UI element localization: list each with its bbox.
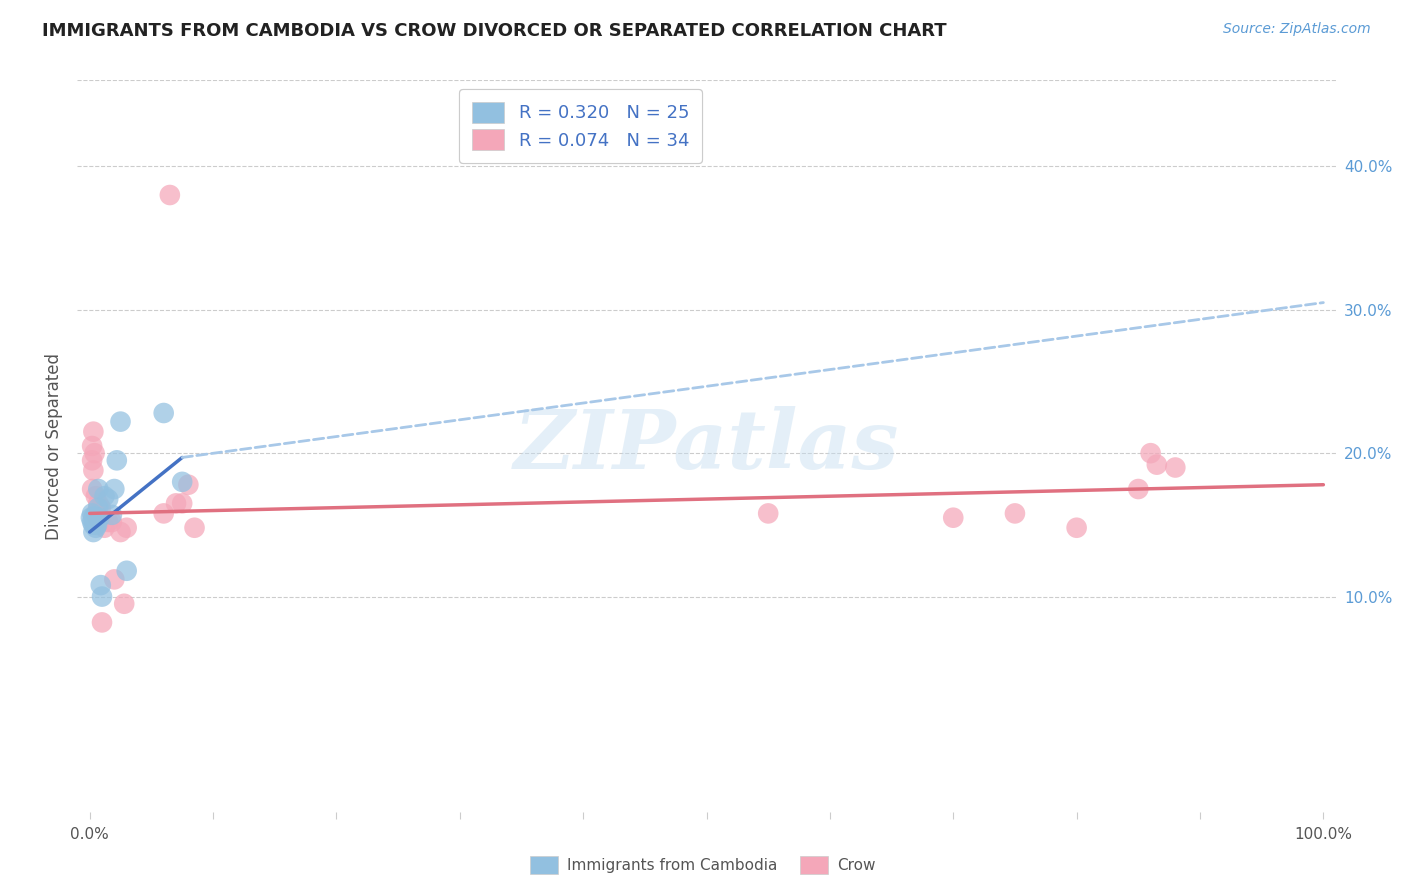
Point	[1004, 507, 1026, 521]
Text: IMMIGRANTS FROM CAMBODIA VS CROW DIVORCED OR SEPARATED CORRELATION CHART: IMMIGRANTS FROM CAMBODIA VS CROW DIVORCE…	[42, 22, 946, 40]
Point	[101, 508, 124, 522]
Text: ZIPatlas: ZIPatlas	[513, 406, 900, 486]
Point	[84, 521, 107, 535]
Y-axis label: Divorced or Separated: Divorced or Separated	[45, 352, 63, 540]
Point	[105, 453, 128, 467]
Point	[87, 496, 110, 510]
Point	[756, 507, 779, 521]
Point	[89, 515, 111, 529]
Point	[90, 500, 112, 515]
Point	[152, 406, 174, 420]
Point	[93, 489, 115, 503]
Point	[112, 597, 135, 611]
Point	[97, 491, 120, 506]
Point	[115, 564, 138, 578]
Point	[82, 517, 104, 532]
Point	[172, 475, 194, 489]
Point	[103, 573, 125, 587]
Point	[90, 578, 112, 592]
Point	[82, 515, 104, 529]
Point	[82, 524, 104, 539]
Point	[91, 590, 114, 604]
Legend: R = 0.320   N = 25, R = 0.074   N = 34: R = 0.320 N = 25, R = 0.074 N = 34	[460, 89, 702, 162]
Point	[159, 188, 181, 202]
Point	[83, 509, 105, 524]
Point	[110, 415, 132, 429]
Point	[87, 500, 110, 515]
Point	[1146, 458, 1168, 472]
Point	[86, 510, 108, 524]
Point	[89, 510, 111, 524]
Point	[84, 507, 107, 521]
Point	[87, 482, 110, 496]
Point	[82, 453, 104, 467]
Point	[86, 517, 108, 532]
Point	[115, 521, 138, 535]
Point	[80, 510, 103, 524]
Point	[165, 496, 187, 510]
Point	[84, 489, 107, 503]
Point	[101, 515, 124, 529]
Point	[172, 496, 194, 510]
Point	[152, 507, 174, 521]
Point	[82, 463, 104, 477]
Point	[83, 515, 105, 529]
Point	[1164, 460, 1187, 475]
Legend: Immigrants from Cambodia, Crow: Immigrants from Cambodia, Crow	[524, 850, 882, 880]
Point	[183, 521, 205, 535]
Point	[83, 446, 105, 460]
Point	[103, 482, 125, 496]
Point	[1066, 521, 1088, 535]
Point	[82, 482, 104, 496]
Point	[1139, 446, 1161, 460]
Point	[110, 524, 132, 539]
Point	[82, 425, 104, 439]
Point	[93, 521, 115, 535]
Point	[82, 507, 104, 521]
Point	[177, 477, 200, 491]
Point	[84, 510, 107, 524]
Point	[1128, 482, 1150, 496]
Point	[91, 615, 114, 630]
Text: Source: ZipAtlas.com: Source: ZipAtlas.com	[1223, 22, 1371, 37]
Point	[82, 439, 104, 453]
Point	[942, 510, 965, 524]
Point	[82, 510, 104, 524]
Point	[97, 515, 120, 529]
